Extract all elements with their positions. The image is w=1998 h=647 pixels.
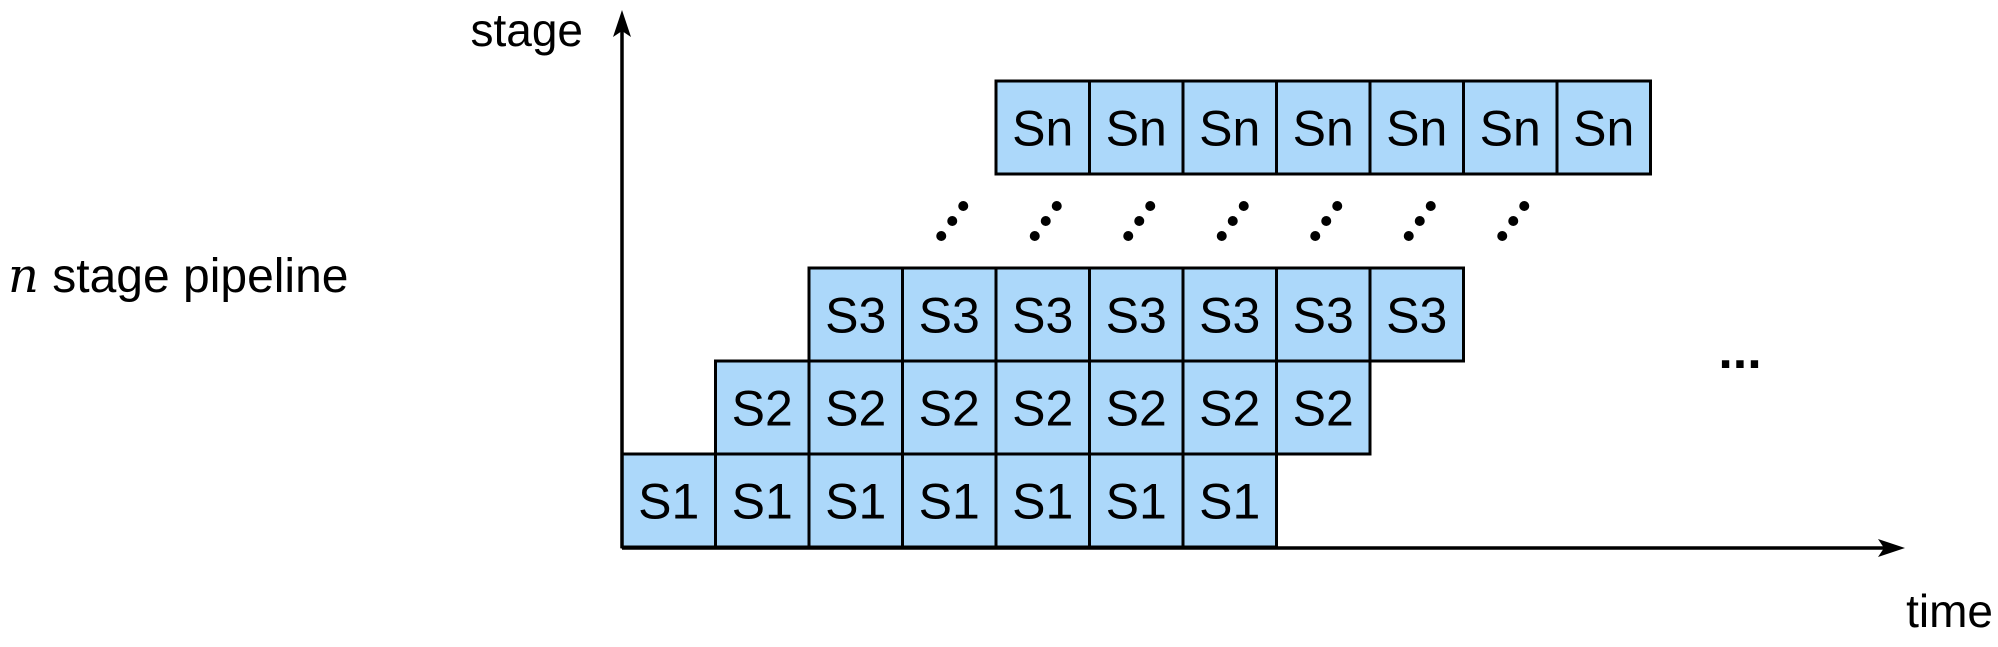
- stage-cell-label: S3: [1293, 288, 1354, 344]
- stage-cell-label: S2: [919, 381, 980, 437]
- ellipsis-dot: [1040, 216, 1051, 226]
- stage-cell-label: S3: [919, 288, 980, 344]
- stage-cell-sn: [994, 79, 1091, 176]
- diagonal-ellipsis-icon: [1123, 201, 1156, 241]
- y-axis-arrowhead: [613, 10, 631, 37]
- ellipsis-dot: [1508, 216, 1519, 226]
- stage-cell-label: S2: [732, 381, 793, 437]
- ellipsis-dot: [1238, 201, 1249, 211]
- stage-cell-label: S1: [919, 474, 980, 530]
- stage-cell-label: S3: [825, 288, 886, 344]
- stage-cell-label: S3: [1106, 288, 1167, 344]
- stage-cell-label: Sn: [1480, 101, 1541, 157]
- ellipsis-dot: [947, 216, 958, 226]
- stage-cell-s3: [1275, 266, 1372, 363]
- stage-cell-s2: [1181, 359, 1278, 456]
- stage-cell-label: Sn: [1293, 101, 1354, 157]
- stage-cell-label: S2: [1012, 381, 1073, 437]
- stage-cell-sn: [1088, 79, 1185, 176]
- x-axis-label: time: [1906, 585, 1993, 637]
- stage-cell-s3: [994, 266, 1091, 363]
- stage-ellipsis-group: [936, 201, 1530, 241]
- diagonal-ellipsis-icon: [1497, 201, 1530, 241]
- stage-cell-label: S2: [825, 381, 886, 437]
- ellipsis-dot: [1134, 216, 1145, 226]
- diagonal-ellipsis-icon: [1403, 201, 1436, 241]
- ellipsis-dot: [958, 201, 969, 211]
- stage-count-variable: n: [8, 248, 39, 304]
- ellipsis-dot: [1051, 201, 1062, 211]
- stage-cell-s1: [714, 452, 811, 549]
- ellipsis-dot: [1145, 201, 1156, 211]
- ellipsis-dot: [936, 231, 947, 241]
- stage-cell-label: S3: [1386, 288, 1447, 344]
- ellipsis-dot: [1425, 201, 1436, 211]
- stage-cell-label: S1: [1106, 474, 1167, 530]
- stage-cell-sn: [1275, 79, 1372, 176]
- stage-cell-s2: [807, 359, 904, 456]
- stage-cell-s3: [1181, 266, 1278, 363]
- ellipsis-dot: [1332, 201, 1343, 211]
- stage-cell-label: S2: [1293, 381, 1354, 437]
- ellipsis-dot: [1497, 231, 1508, 241]
- stage-cell-s1: [1088, 452, 1185, 549]
- ellipsis-dot: [1403, 231, 1414, 241]
- stage-cell-label: S3: [1199, 288, 1260, 344]
- stage-cell-sn: [1555, 79, 1652, 176]
- stage-cell-label: S1: [732, 474, 793, 530]
- diagonal-ellipsis-icon: [936, 201, 969, 241]
- diagonal-ellipsis-icon: [1216, 201, 1249, 241]
- pipeline-caption: n stage pipeline: [8, 248, 348, 304]
- diagonal-ellipsis-icon: [1310, 201, 1343, 241]
- stage-cell-label: S1: [825, 474, 886, 530]
- stage-cell-label: S1: [638, 474, 699, 530]
- pipeline-caption-text: stage pipeline: [39, 250, 349, 303]
- ellipsis-dot: [1321, 216, 1332, 226]
- stage-cell-label: Sn: [1012, 101, 1073, 157]
- ellipsis-dot: [1310, 231, 1321, 241]
- stage-cell-label: S2: [1199, 381, 1260, 437]
- stage-cell-label: S1: [1012, 474, 1073, 530]
- stage-cell-sn: [1462, 79, 1559, 176]
- stage-cell-label: S1: [1199, 474, 1260, 530]
- stage-cell-label: Sn: [1106, 101, 1167, 157]
- stage-cell-s2: [1088, 359, 1185, 456]
- stage-cell-s2: [714, 359, 811, 456]
- ellipsis-dot: [1227, 216, 1238, 226]
- stage-cell-label: S2: [1106, 381, 1167, 437]
- stage-cell-s3: [1368, 266, 1465, 363]
- stage-cell-label: S3: [1012, 288, 1073, 344]
- ellipsis-dot: [1029, 231, 1040, 241]
- y-axis-label: stage: [470, 4, 583, 56]
- stage-cell-label: Sn: [1386, 101, 1447, 157]
- x-axis-arrowhead: [1878, 539, 1905, 557]
- ellipsis-dot: [1414, 216, 1425, 226]
- ellipsis-dot: [1216, 231, 1227, 241]
- stage-cell-label: Sn: [1573, 101, 1634, 157]
- stage-cell-s2: [901, 359, 998, 456]
- time-continuation-ellipsis: ...: [1718, 322, 1761, 380]
- diagonal-ellipsis-icon: [1029, 201, 1062, 241]
- ellipsis-dot: [1519, 201, 1530, 211]
- ellipsis-dot: [1123, 231, 1134, 241]
- pipeline-cells: S1 S1 S1 S1 S1 S1 S1 S2 S2 S2 S2 S2 S2 S2 S3 S3 S3 S3 S3 S3…: [620, 79, 1652, 549]
- stage-cell-s3: [901, 266, 998, 363]
- stage-cell-label: Sn: [1199, 101, 1260, 157]
